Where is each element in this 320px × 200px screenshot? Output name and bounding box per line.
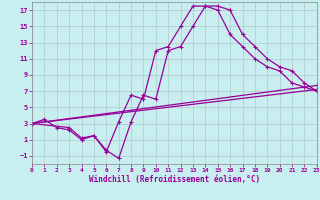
X-axis label: Windchill (Refroidissement éolien,°C): Windchill (Refroidissement éolien,°C) — [89, 175, 260, 184]
